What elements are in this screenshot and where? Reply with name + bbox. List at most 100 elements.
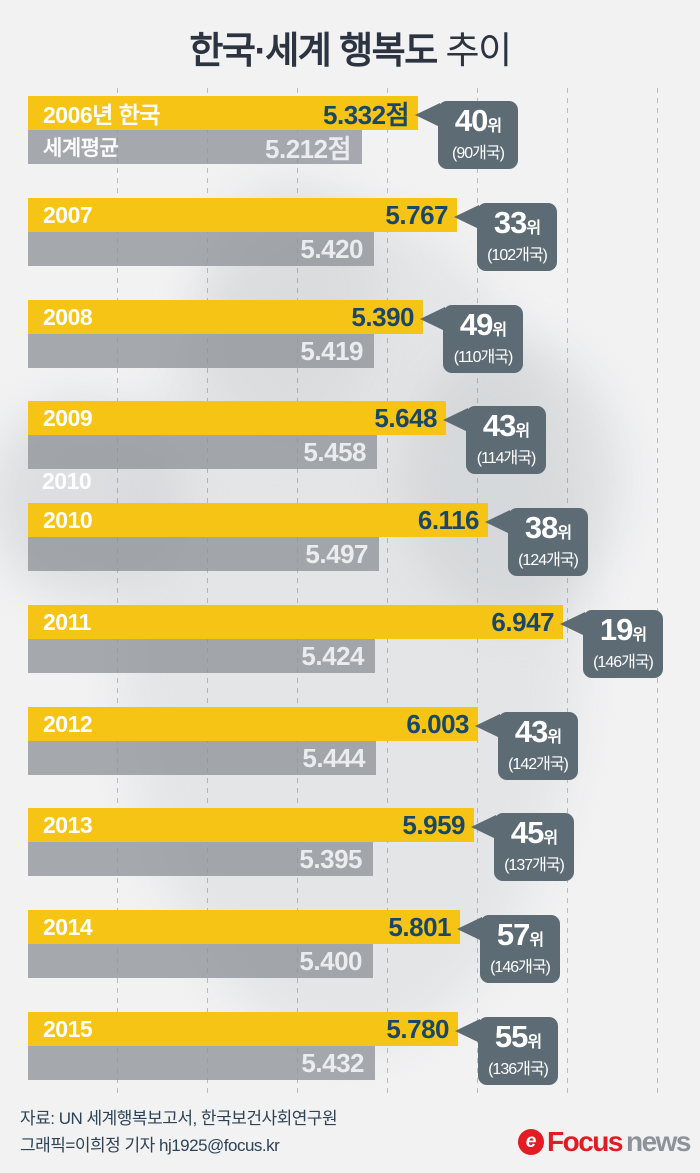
- rank-badge-tail: [457, 917, 482, 941]
- chart-title: 한국·세계 행복도 추이: [0, 20, 700, 74]
- rank-unit: 위: [529, 932, 544, 949]
- country-count: (142개국): [508, 756, 569, 773]
- rank-unit: 위: [526, 220, 541, 237]
- rank-badge-tail: [471, 815, 496, 839]
- korea-value: 5.390: [351, 301, 414, 332]
- gridline: [567, 88, 568, 1095]
- rank-value: 43위: [482, 408, 530, 449]
- rank-badge-tail: [454, 205, 479, 229]
- chart-title-light: 추이: [436, 30, 513, 71]
- korea-value: 5.332점: [323, 99, 409, 130]
- korea-value: 5.767: [385, 199, 448, 230]
- rank-badge-2013: 45위 (137개국): [494, 813, 574, 881]
- rank-number: 43: [514, 714, 548, 749]
- korea-bar-2011: 2011 6.947: [28, 605, 563, 639]
- world-bar-2013: 5.395: [28, 842, 373, 876]
- rank-value: 55위: [494, 1019, 542, 1060]
- rank-number: 40: [454, 103, 488, 138]
- rank-value: 19위: [599, 612, 647, 653]
- korea-value: 6.116: [417, 504, 480, 535]
- year-label: 2012: [43, 710, 93, 737]
- country-count: (146개국): [593, 654, 654, 671]
- gridline: [117, 88, 118, 1095]
- rank-value: 40위: [454, 103, 502, 144]
- rank-value: 38위: [525, 510, 572, 551]
- korea-bar-2006: 2006년 한국 5.332점: [28, 96, 418, 130]
- source-text: 자료: UN 세계행복보고서, 한국보건사회연구원: [20, 1109, 338, 1128]
- world-value: 5.497: [305, 538, 368, 569]
- gridline: [387, 88, 388, 1095]
- country-count: (114개국): [476, 450, 537, 467]
- korea-bar-2013: 2013 5.959: [28, 808, 474, 842]
- year-label: 2011: [43, 608, 91, 635]
- rank-badge-2008: 49위 (110개국): [443, 305, 523, 373]
- rank-badge-tail: [415, 103, 440, 127]
- year-label: 2014: [43, 913, 93, 940]
- korea-bar-2009: 2009 5.648: [28, 401, 446, 435]
- rank-number: 57: [496, 917, 530, 952]
- korea-value: 5.780: [386, 1013, 449, 1044]
- credit-text: 그래픽=이희정 기자 hj1925@focus.kr: [20, 1136, 280, 1155]
- rank-unit: 위: [515, 423, 530, 440]
- rank-unit: 위: [492, 322, 507, 339]
- gridline: [657, 88, 658, 1095]
- korea-bar-2008: 2008 5.390: [28, 300, 423, 334]
- rank-value: 33위: [493, 205, 541, 246]
- world-value: 5.212점: [265, 133, 351, 164]
- rank-unit: 위: [547, 729, 562, 746]
- rank-badge-tail: [560, 612, 585, 636]
- world-bar-2012: 5.444: [28, 741, 376, 775]
- rank-badge-2007: 33위 (102개국): [477, 203, 557, 271]
- korea-value: 5.801: [388, 911, 451, 942]
- rank-badge-tail: [485, 510, 510, 534]
- country-count: (90개국): [452, 145, 505, 162]
- logo-brand-text: Focus: [547, 1126, 623, 1157]
- world-bar-2009: 5.458: [28, 435, 377, 469]
- korea-value: 5.959: [402, 809, 465, 840]
- year-label: 2009: [43, 404, 93, 431]
- world-value: 5.458: [303, 436, 366, 467]
- gridline: [297, 88, 298, 1095]
- world-value: 5.419: [300, 335, 363, 366]
- korea-value: 6.947: [491, 606, 554, 637]
- rank-unit: 위: [632, 627, 647, 644]
- korea-bar-2007: 2007 5.767: [28, 198, 457, 232]
- rank-badge-2012: 43위 (142개국): [498, 712, 578, 780]
- world-value: 5.400: [299, 945, 362, 976]
- korea-value: 6.003: [406, 708, 469, 739]
- rank-value: 43위: [514, 714, 562, 755]
- chart-title-strong: 한국·세계 행복도: [189, 30, 438, 71]
- rank-badge-2015: 55위 (136개국): [478, 1017, 558, 1085]
- watermark-photo-blob: [400, 340, 620, 620]
- rank-value: 45위: [511, 815, 558, 856]
- country-count: (136개국): [488, 1061, 549, 1078]
- world-value: 5.420: [300, 233, 363, 264]
- world-value: 5.395: [299, 843, 362, 874]
- rank-unit: 위: [487, 118, 502, 135]
- rank-number: 33: [493, 205, 527, 240]
- year-label: 2010: [43, 506, 93, 533]
- korea-bar-2010: 2010 6.116: [28, 503, 488, 537]
- rank-badge-2011: 19위 (146개국): [583, 610, 663, 678]
- world-average-label: 세계평균: [43, 137, 119, 160]
- rank-number: 55: [494, 1019, 528, 1054]
- world-bar-2010: 5.497: [28, 537, 379, 571]
- year-label: 2008: [43, 303, 93, 330]
- focusnews-logo: e Focus news: [518, 1126, 692, 1158]
- gridline: [207, 88, 208, 1095]
- rank-number: 19: [599, 612, 633, 647]
- rank-badge-tail: [475, 714, 500, 738]
- rank-number: 43: [482, 408, 516, 443]
- rank-unit: 위: [527, 1034, 542, 1051]
- country-count: (137개국): [504, 857, 565, 874]
- focusnews-logo-icon: e: [518, 1129, 544, 1155]
- korea-value: 5.648: [374, 402, 437, 433]
- year-label: 2013: [43, 811, 93, 838]
- rank-number: 49: [459, 307, 493, 342]
- year-label: 2015: [43, 1015, 93, 1042]
- rank-badge-tail: [455, 1019, 480, 1043]
- year-label: 2006년 한국: [43, 102, 161, 128]
- world-value: 5.424: [301, 640, 364, 671]
- rank-unit: 위: [557, 525, 572, 542]
- world-bar-2011: 5.424: [28, 639, 375, 673]
